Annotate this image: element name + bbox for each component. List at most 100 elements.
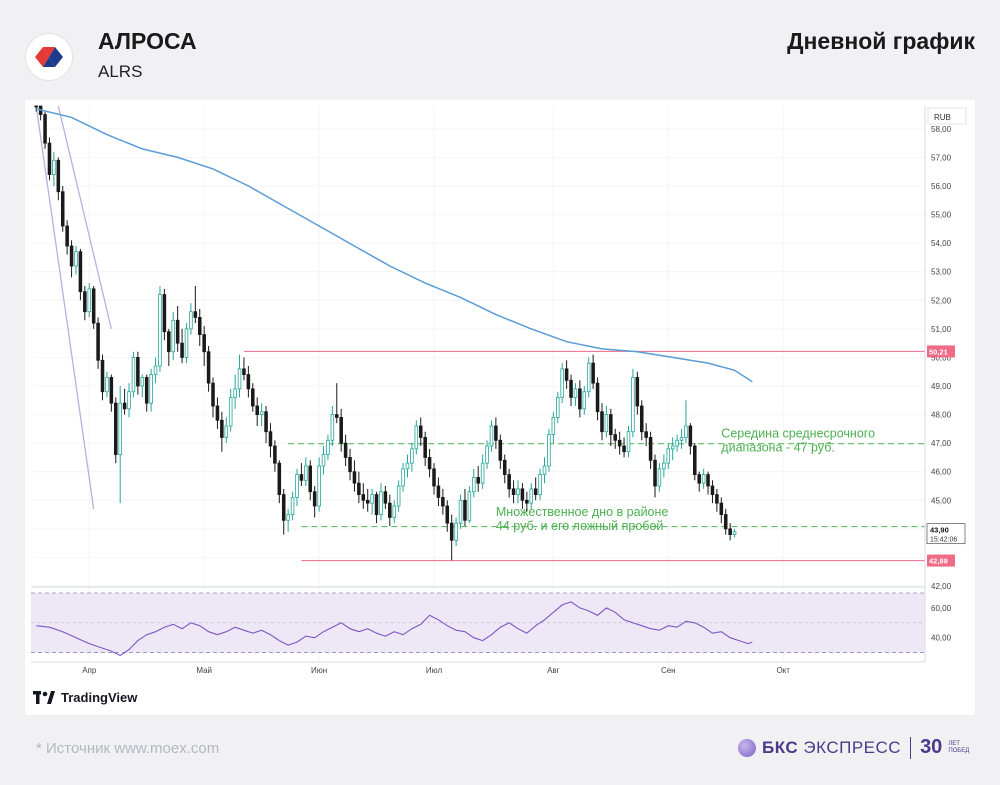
candle-body xyxy=(538,474,542,495)
candle-body xyxy=(189,311,193,330)
candle-body xyxy=(122,402,127,410)
candle-body xyxy=(441,497,445,507)
candle-body xyxy=(255,405,259,415)
candle-body xyxy=(732,531,737,535)
candle-body xyxy=(365,499,370,504)
price-tick-label: 51,00 xyxy=(931,325,952,334)
candle-body xyxy=(136,357,140,387)
candle-body xyxy=(445,505,450,524)
candle-body xyxy=(525,499,529,504)
annotation-text-0: диапазона - 47 руб. xyxy=(721,440,835,454)
bks-years: 30 xyxy=(920,736,943,758)
candle-body xyxy=(162,294,167,333)
candle-body xyxy=(555,397,560,418)
candle-body xyxy=(105,377,109,393)
candle-body xyxy=(401,468,405,487)
candle-body xyxy=(334,414,339,418)
candle-body xyxy=(277,462,282,495)
candle-body xyxy=(268,431,273,447)
price-tag-last: 43,90 xyxy=(930,526,949,535)
candle-body xyxy=(454,522,458,541)
source-note: * Источник www.moex.com xyxy=(36,740,220,757)
time-tick-label: Май xyxy=(196,666,212,675)
bks-logo-icon xyxy=(738,738,756,757)
candle-body xyxy=(290,497,295,515)
time-tick-label: Июл xyxy=(426,666,443,675)
candle-body xyxy=(330,414,335,441)
ticker-symbol: ALRS xyxy=(98,62,143,81)
candle-body xyxy=(343,442,348,458)
annotation-text-0: Середина среднесрочного xyxy=(721,426,875,440)
time-tick-label: Окт xyxy=(776,666,790,675)
candle-body xyxy=(688,425,693,447)
candle-body xyxy=(511,488,516,495)
annotation-text-1: Множественное дно в районе xyxy=(496,505,669,519)
candle-body xyxy=(251,388,255,407)
candle-body xyxy=(467,491,472,521)
candle-body xyxy=(666,448,671,464)
candle-body xyxy=(96,322,100,361)
price-tick-label: 56,00 xyxy=(931,182,952,191)
candle-body xyxy=(60,191,65,227)
candle-body xyxy=(498,439,503,461)
candle-body xyxy=(388,502,392,518)
candle-body xyxy=(653,459,657,487)
candle-body xyxy=(233,388,237,398)
candle-body xyxy=(273,445,277,464)
alrosa-diamond-icon xyxy=(35,47,63,67)
time-tick-label: Апр xyxy=(82,666,97,675)
candle-body xyxy=(564,368,569,381)
candle-body xyxy=(693,445,697,475)
candle-body xyxy=(383,491,388,504)
candle-body xyxy=(502,459,507,475)
candle-body xyxy=(352,471,357,484)
candle-body xyxy=(427,457,432,470)
candle-body xyxy=(56,159,61,193)
candle-body xyxy=(560,368,564,398)
candle-body xyxy=(489,425,494,447)
candle-body xyxy=(547,434,551,467)
candle-body xyxy=(595,382,600,413)
candle-body xyxy=(370,494,374,504)
candle-body xyxy=(551,417,556,435)
candle-body xyxy=(34,105,38,108)
candle-body xyxy=(542,465,547,475)
candle-body xyxy=(494,425,498,441)
candle-body xyxy=(312,491,317,507)
price-tag-resistance: 50,21 xyxy=(929,347,948,356)
candle-body xyxy=(211,382,215,407)
candle-body xyxy=(374,494,379,515)
candle-body xyxy=(109,377,114,404)
price-tag-last-box xyxy=(926,523,966,545)
bks-years-caption-2: ПОБЕД xyxy=(948,747,970,754)
currency-label-box xyxy=(927,107,967,125)
rsi-tick-label: 40,00 xyxy=(931,634,952,643)
candle-body xyxy=(529,488,534,504)
candle-body xyxy=(591,362,595,384)
candle-body xyxy=(180,342,184,358)
candle-body xyxy=(617,439,622,447)
candle-body xyxy=(414,425,419,450)
candle-body xyxy=(626,431,631,453)
bks-brand-separator xyxy=(910,736,912,759)
bks-brand-name-rest: ЭКСПРЕСС xyxy=(803,737,902,757)
candle-body xyxy=(237,368,242,390)
candle-body xyxy=(339,417,343,444)
tradingview-icon xyxy=(33,690,55,704)
price-tick-label: 54,00 xyxy=(931,239,952,248)
candle-body xyxy=(175,319,180,344)
candle-body xyxy=(215,405,220,421)
candle-body xyxy=(131,357,136,393)
candle-body xyxy=(127,391,131,410)
candle-body xyxy=(609,414,613,435)
candle-body xyxy=(47,142,52,175)
price-tag-resistance-box xyxy=(927,345,955,358)
candle-body xyxy=(533,488,538,495)
candle-body xyxy=(635,377,640,407)
header: АЛРОСА ALRS Дневной график xyxy=(0,0,1000,100)
candle-body xyxy=(578,388,582,410)
candle-body xyxy=(697,474,701,484)
price-tick-label: 48,00 xyxy=(931,411,952,420)
candle-body xyxy=(224,425,229,438)
